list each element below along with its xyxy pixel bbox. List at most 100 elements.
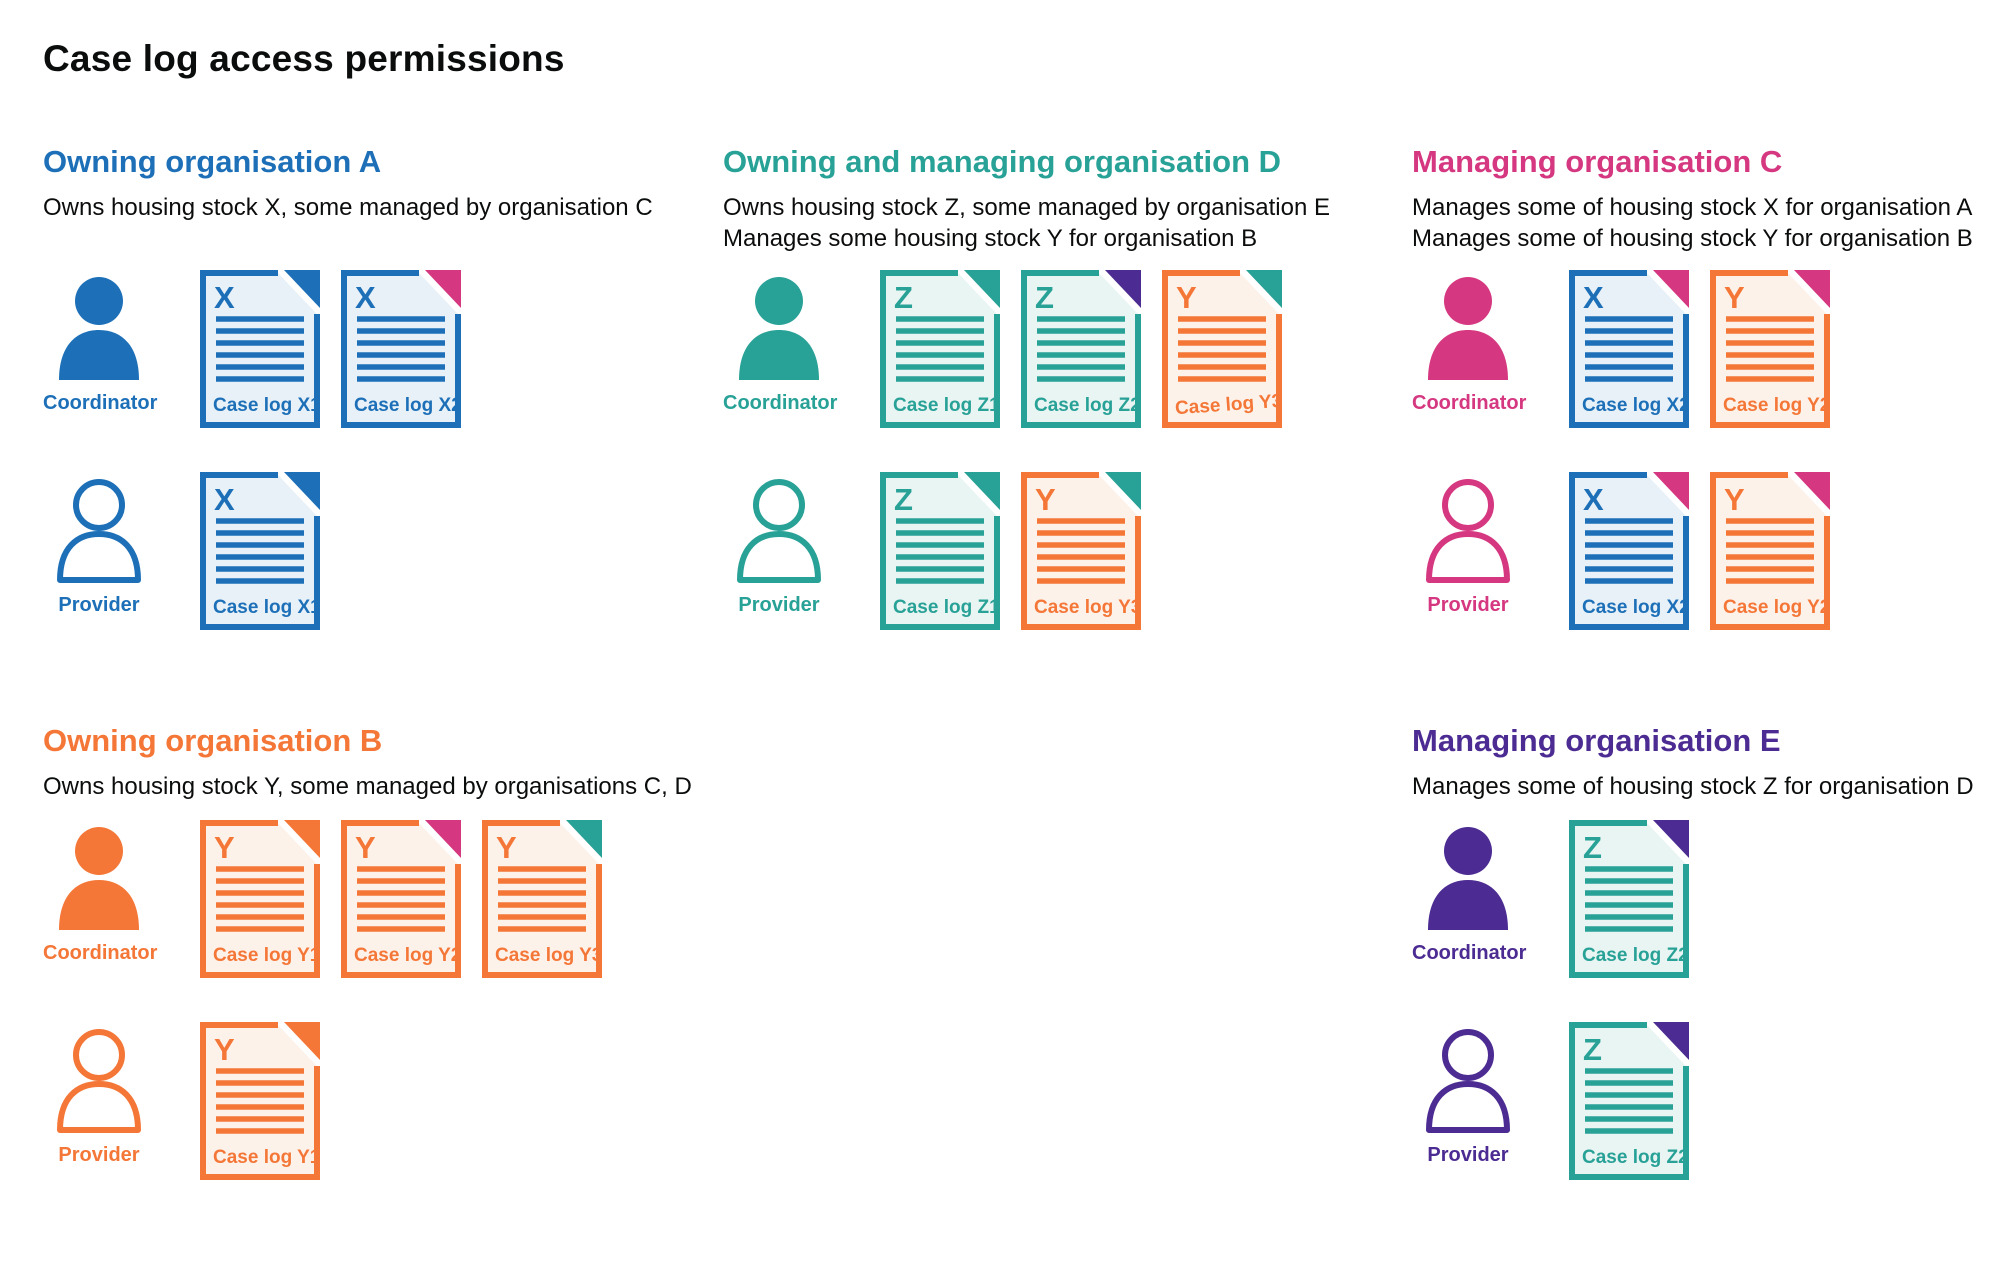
doc-label: Case log Y3 (495, 945, 602, 966)
section-title: Owning and managing organisation D (723, 144, 1282, 179)
case-log-docs: Y Case log Y1 Y Case log Y2 Y Case log Y3 (200, 820, 602, 978)
person-filled-icon (43, 276, 155, 382)
case-log-docs: X Case log X1 (200, 472, 320, 630)
case-log-docs: X Case log X1 X Case log X2 (200, 270, 461, 428)
case-log-docs: Z Case log Z2 (1569, 820, 1689, 978)
page-title: Case log access permissions (43, 38, 565, 79)
doc-label: Case log Z1 (893, 395, 1000, 416)
doc-label: Case log X1 (213, 395, 320, 416)
person-outline-icon (1412, 1028, 1524, 1134)
doc-letter: Z (1035, 280, 1054, 315)
doc-letter: X (1583, 482, 1604, 517)
section-owning-organisation-a: Owning organisation A Owns housing stock … (43, 143, 733, 630)
case-log-doc: Z Case log Z2 (1569, 1022, 1689, 1180)
doc-letter: Y (214, 1032, 235, 1067)
person-block: Coordinator (1412, 276, 1526, 414)
doc-letter: Y (496, 830, 517, 865)
doc-letter: Y (355, 830, 376, 865)
case-log-docs: Y Case log Y1 (200, 1022, 320, 1180)
folded-corner-icon (1794, 472, 1830, 510)
role-label: Coordinator (43, 392, 158, 414)
folded-corner-icon (1794, 270, 1830, 308)
folded-corner-icon (1653, 820, 1689, 858)
person-filled-icon (723, 276, 835, 382)
case-log-docs: Z Case log Z2 (1569, 1022, 1689, 1180)
person-block: Provider (1412, 478, 1524, 616)
section-managing-organisation-e: Managing organisation E Manages some of h… (1412, 722, 2000, 1180)
case-log-doc: Z Case log Z2 (1569, 820, 1689, 978)
case-log-doc: Y Case log Y1 (200, 1022, 320, 1180)
case-log-doc: Y Case log Y1 (200, 820, 320, 978)
doc-label: Case log X1 (213, 597, 320, 618)
case-log-docs: Z Case log Z1 Z Case log Z2 Y Case log Y3 (880, 270, 1282, 428)
section-owning-and-managing-organisation-d: Owning and managing organisation D Owns h… (723, 143, 1413, 630)
section-title: Owning organisation A (43, 144, 382, 179)
folded-corner-icon (1105, 472, 1141, 510)
role-row-coordinator: Coordinator Z Case log Z2 (1412, 820, 2000, 980)
doc-letter: Z (894, 280, 913, 315)
doc-letter: Y (1035, 482, 1056, 517)
case-log-doc: Y Case log Y3 (1162, 270, 1282, 428)
section-description-line: Owns housing stock Z, some managed by or… (723, 194, 1330, 221)
role-label: Coordinator (723, 392, 838, 414)
role-row-coordinator: Coordinator Y Case log Y1 Y Case log Y2 Y Case… (43, 820, 733, 980)
person-block: Coordinator (1412, 826, 1527, 964)
folded-corner-icon (964, 472, 1000, 510)
column-left: Owning organisation A Owns housing stock … (43, 0, 733, 1280)
doc-letter: Y (1176, 280, 1197, 315)
person-block: Provider (43, 478, 155, 616)
case-log-doc: X Case log X1 (200, 472, 320, 630)
doc-label: Case log Z2 (1582, 1147, 1689, 1168)
folded-corner-icon (425, 270, 461, 308)
person-filled-icon (43, 826, 155, 932)
case-log-doc: Y Case log Y2 (1710, 472, 1830, 630)
folded-corner-icon (1653, 472, 1689, 510)
doc-letter: X (355, 280, 376, 315)
person-block: Provider (723, 478, 835, 616)
doc-letter: X (1583, 280, 1604, 315)
person-outline-icon (43, 1028, 155, 1134)
doc-letter: Y (1724, 280, 1745, 315)
person-block: Coordinator (723, 276, 838, 414)
person-block: Coordinator (43, 826, 157, 964)
case-log-doc: X Case log X2 (1569, 472, 1689, 630)
case-log-docs: Z Case log Z1 Y Case log Y3 (880, 472, 1141, 630)
folded-corner-icon (284, 1022, 320, 1060)
doc-letter: Z (1583, 830, 1602, 865)
folded-corner-icon (964, 270, 1000, 308)
folded-corner-icon (284, 472, 320, 510)
folded-corner-icon (284, 270, 320, 308)
role-row-provider: Provider Z Case log Z1 Y Case log Y3 (723, 472, 1413, 632)
role-label: Coordinator (1412, 942, 1527, 964)
doc-label: Case log Z1 (893, 597, 1000, 618)
case-log-doc: Z Case log Z1 (880, 472, 1000, 630)
case-log-doc: Z Case log Z2 (1021, 270, 1141, 428)
section-description-line: Manages some of housing stock Y for orga… (1412, 225, 1973, 252)
case-log-doc: Y Case log Y2 (1710, 270, 1830, 428)
doc-letter: X (214, 280, 235, 315)
doc-label: Case log Y2 (354, 945, 461, 966)
role-label: Provider (1427, 1144, 1509, 1166)
folded-corner-icon (1105, 270, 1141, 308)
case-log-doc: Y Case log Y3 (1021, 472, 1141, 630)
section-description-line: Manages some of housing stock Z for orga… (1412, 773, 1974, 800)
role-label: Provider (58, 594, 140, 616)
folded-corner-icon (425, 820, 461, 858)
role-label: Provider (1427, 594, 1509, 616)
doc-label: Case log X2 (1582, 395, 1689, 416)
role-row-coordinator: Coordinator Z Case log Z1 Z Case log Z2 Y Case… (723, 270, 1413, 430)
folded-corner-icon (1246, 270, 1282, 308)
folded-corner-icon (1653, 270, 1689, 308)
section-title: Owning organisation B (43, 723, 383, 758)
doc-label: Case log Y2 (1723, 395, 1830, 416)
doc-label: Case log X2 (1582, 597, 1689, 618)
person-filled-icon (1412, 826, 1524, 932)
case-log-doc: X Case log X1 (200, 270, 320, 428)
person-outline-icon (723, 478, 835, 584)
section-owning-organisation-b: Owning organisation B Owns housing stock … (43, 722, 733, 1180)
folded-corner-icon (284, 820, 320, 858)
case-log-doc: Y Case log Y3 (482, 820, 602, 978)
person-filled-icon (1412, 276, 1524, 382)
doc-letter: X (214, 482, 235, 517)
